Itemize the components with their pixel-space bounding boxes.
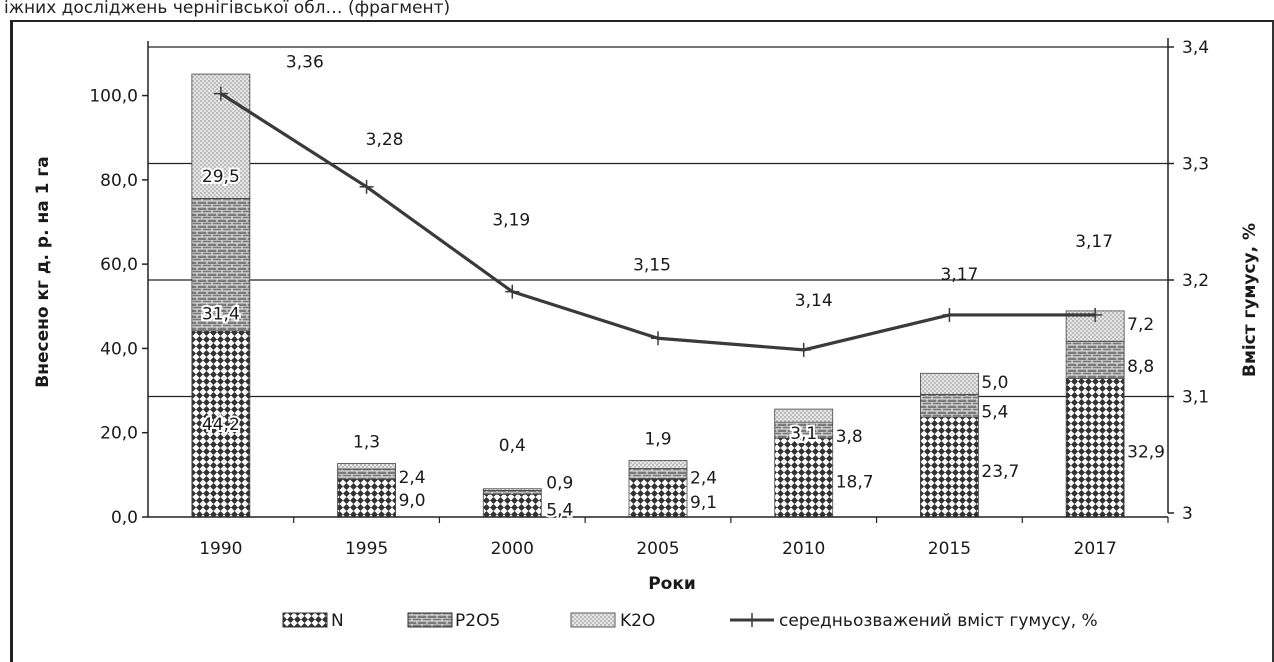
y2-tick-label-3: 3,3 (1182, 155, 1209, 175)
bar-label-n-2010: 18,7 (836, 473, 874, 493)
y2-tick-label-4: 3,4 (1182, 38, 1209, 58)
bar-n-2005 (628, 478, 688, 518)
y-tick-label-4: 80,0 (100, 171, 138, 191)
bar-label-p2o5-1995: 2,4 (399, 468, 426, 488)
bar-k2o-2000 (482, 488, 542, 491)
bar-label-k2o-1990: 29,5 (202, 167, 240, 187)
x-tick-label-2017: 2017 (1074, 539, 1117, 559)
y2-tick-label-2: 3,2 (1182, 271, 1209, 291)
bar-n-1990 (191, 330, 251, 518)
y-tick-label-2: 40,0 (100, 339, 138, 359)
y-tick-label-0: 0,0 (111, 508, 138, 528)
gridlines (148, 46, 1168, 398)
legend-label-n: N (331, 611, 344, 631)
bars (191, 73, 1125, 518)
humus-line (213, 86, 1103, 357)
bar-label-k2o-2005: 1,9 (644, 430, 671, 450)
bar-label-k2o-1995: 1,3 (353, 432, 380, 452)
humus-label-2005: 3,15 (633, 255, 671, 275)
bar-k2o-1995 (337, 463, 396, 470)
x-tick-label-1995: 1995 (345, 539, 388, 559)
y2-tick-label-1: 3,1 (1182, 388, 1209, 408)
page-text-fragment: іжних досліджень чернігівської обл… (фра… (4, 0, 451, 18)
bar-p2o5-1990 (191, 197, 251, 332)
x-tick-label-2010: 2010 (782, 539, 825, 559)
bar-label-k2o-2015: 5,0 (981, 373, 1008, 393)
bar-label-n-1995: 9,0 (399, 491, 426, 511)
bar-label-p2o5-2010: 3,8 (836, 427, 863, 447)
bar-p2o5-2015 (920, 393, 979, 418)
bar-k2o-2015 (920, 372, 979, 395)
bar-label-k2o-2000: 0,4 (499, 436, 526, 456)
x-tick-label-2000: 2000 (491, 539, 534, 559)
bar-label-k2o-2017: 7,2 (1127, 315, 1154, 335)
y2-tick-label-0: 3 (1182, 504, 1193, 524)
bar-n-2010 (774, 437, 834, 518)
chart-frame (10, 20, 1274, 662)
bar-k2o-2010 (774, 408, 834, 423)
x-axis-title: Роки (648, 574, 696, 594)
bar-p2o5-2017 (1065, 340, 1125, 379)
bar-n-2015 (920, 416, 979, 518)
bar-label-n-1990: 44,2 (202, 415, 240, 435)
legend-label-humus: середньозважений вміст гумусу, % (779, 611, 1098, 631)
bar-label-p2o5-2017: 8,8 (1127, 357, 1154, 377)
bar-label-n-2005: 9,1 (690, 493, 717, 513)
humus-polyline (219, 92, 1096, 352)
bar-label-p2o5-2015: 5,4 (981, 403, 1008, 423)
bar-n-2000 (482, 493, 542, 518)
humus-label-1995: 3,28 (366, 130, 404, 150)
bar-n-2017 (1065, 377, 1125, 518)
bar-label-k2o-2010: 3,1 (790, 424, 817, 444)
legend-label-k2o: K2O (620, 611, 655, 631)
data-labels: 3,36 3,28 3,19 3,15 3,14 3,17 3,17 44,2 31,4 29,5… (200, 53, 1167, 523)
humus-label-2017: 3,17 (1075, 232, 1113, 252)
legend-label-p2o5: P2O5 (455, 611, 500, 631)
legend: N P2O5 K2O середньозважений вміст гумусу… (282, 611, 1098, 631)
legend-swatch-k2o (570, 612, 616, 628)
legend-swatch-n (282, 612, 328, 628)
bar-label-n-2017: 32,9 (1127, 443, 1165, 463)
legend-swatch-p2o5 (407, 612, 453, 628)
humus-label-2010: 3,14 (795, 291, 833, 311)
humus-label-2015: 3,17 (940, 265, 978, 285)
x-tick-label-2015: 2015 (928, 539, 971, 559)
chart-svg: 0,0 20,0 40,0 60,0 80,0 100,0 1990 1995 2000 2005… (33, 38, 1260, 631)
bar-k2o-2005 (628, 460, 688, 469)
x-tick-label-1990: 1990 (199, 539, 242, 559)
bar-p2o5-2000 (482, 490, 542, 495)
axes: 0,0 20,0 40,0 60,0 80,0 100,0 1990 1995 2000 2005… (89, 38, 1209, 559)
bar-label-n-2015: 23,7 (981, 462, 1019, 482)
humus-label-2000: 3,19 (492, 211, 530, 231)
y-axis-title: Внесено кг д. р. на 1 га (33, 156, 53, 387)
humus-label-1990: 3,36 (286, 53, 324, 73)
bar-n-1995 (337, 478, 396, 518)
bar-p2o5-1995 (337, 468, 396, 480)
y-tick-label-1: 20,0 (100, 424, 138, 444)
y-tick-label-5: 100,0 (89, 87, 138, 107)
bar-label-p2o5-2005: 2,4 (690, 469, 717, 489)
bar-label-p2o5-1990: 31,4 (202, 304, 240, 324)
bar-p2o5-2005 (628, 468, 688, 480)
bar-label-p2o5-2000: 0,9 (546, 473, 573, 493)
y2-axis-title: Вміст гумусу, % (1240, 223, 1260, 377)
bar-label-n-2000: 5,4 (546, 501, 573, 521)
y-tick-label-3: 60,0 (100, 255, 138, 275)
x-tick-label-2005: 2005 (636, 539, 679, 559)
